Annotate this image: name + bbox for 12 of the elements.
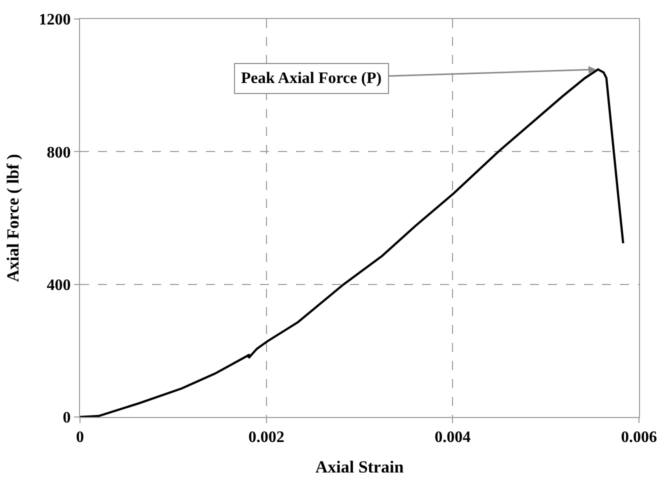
y-tick-label: 400 [46,276,71,294]
y-tick-label: 0 [62,410,71,427]
x-tick-label: 0.004 [434,429,471,446]
y-tick-label: 800 [46,144,71,162]
line-series [80,68,624,417]
x-axis-title: Axial Strain [315,458,404,477]
x-tick-label: 0.002 [248,429,284,446]
x-tick-label: 0 [76,429,84,446]
annotation: Peak Axial Force (P) [241,70,382,87]
y-tick-label: 1200 [38,12,71,29]
x-tick-label: 0.006 [621,429,657,446]
y-axis-title: Axial Force ( lbf ) [3,154,22,282]
